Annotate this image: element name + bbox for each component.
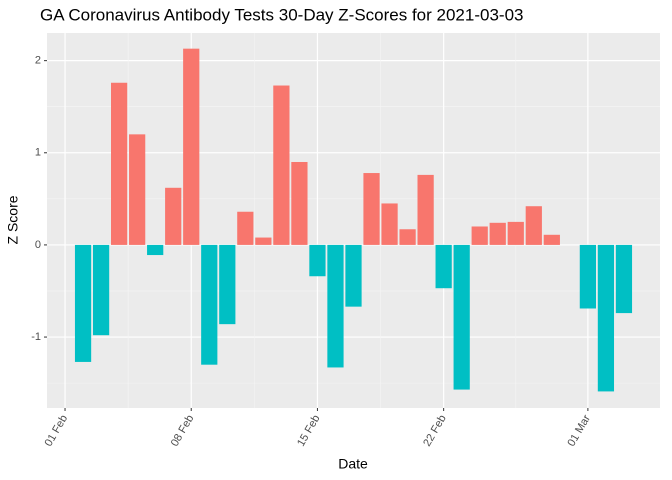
bar	[165, 187, 182, 245]
bar	[291, 161, 308, 245]
bar	[219, 244, 236, 325]
bar	[579, 244, 596, 309]
bar	[309, 244, 326, 277]
bar	[345, 244, 362, 307]
x-tick-label: 01 Feb	[43, 413, 71, 449]
y-tick-label: -1	[31, 331, 41, 343]
bars	[74, 48, 633, 392]
panel	[47, 33, 660, 408]
bar	[129, 134, 146, 245]
x-tick-label: 15 Feb	[295, 413, 323, 449]
x-tick-label: 08 Feb	[169, 413, 197, 449]
bar	[417, 174, 434, 245]
bar	[615, 244, 633, 314]
bar	[471, 226, 488, 245]
y-tick-label: 0	[35, 239, 41, 251]
x-tick-label: 01 Mar	[565, 413, 593, 449]
bar	[363, 173, 380, 245]
bar	[381, 203, 398, 245]
bar	[183, 48, 200, 245]
bar	[399, 229, 416, 245]
x-axis-label: Date	[338, 456, 368, 472]
bar	[489, 222, 506, 245]
bar	[525, 206, 542, 245]
bar	[453, 244, 470, 390]
bar	[435, 244, 452, 289]
y-tick-label: 2	[35, 55, 41, 67]
x-tick-label: 22 Feb	[421, 413, 449, 449]
bar	[543, 234, 560, 245]
bar	[273, 85, 290, 245]
bar	[237, 211, 254, 245]
bar	[507, 221, 524, 245]
bar	[74, 244, 92, 362]
bar	[92, 244, 110, 336]
bar	[255, 237, 272, 245]
bar	[327, 244, 344, 368]
bar	[147, 244, 164, 256]
chart-title: GA Coronavirus Antibody Tests 30-Day Z-S…	[40, 5, 523, 24]
bar	[111, 82, 128, 245]
bar	[201, 244, 218, 365]
y-tick-label: 1	[35, 147, 41, 159]
bar	[597, 244, 615, 392]
y-axis-label: Z Score	[5, 195, 21, 244]
